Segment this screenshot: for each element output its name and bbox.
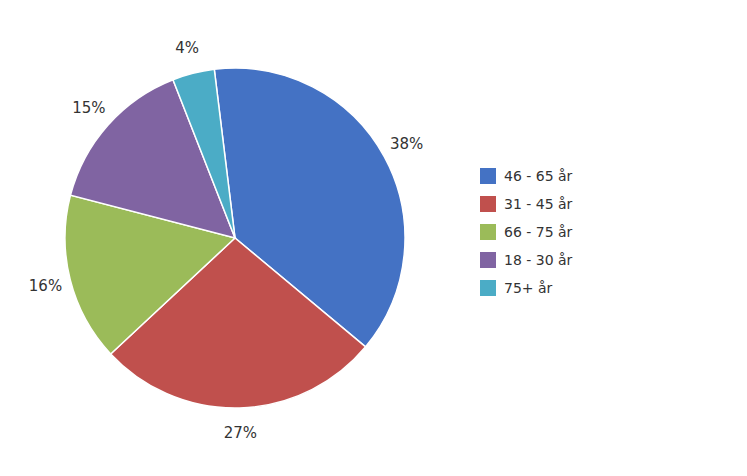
chart: 38% 27% 16% 15% 4% 46 - 65 år 31 - 45 år 66 - 7… (0, 0, 747, 476)
legend-swatch (480, 196, 496, 212)
legend-label: 66 - 75 år (504, 224, 573, 240)
data-label: 27% (224, 424, 257, 442)
legend-item: 31 - 45 år (480, 196, 573, 212)
legend-label: 46 - 65 år (504, 168, 573, 184)
data-labels: 38% 27% 16% 15% 4% (29, 39, 424, 442)
data-label: 16% (29, 277, 62, 295)
legend-item: 46 - 65 år (480, 168, 573, 184)
legend-item: 66 - 75 år (480, 224, 573, 240)
legend-label: 31 - 45 år (504, 196, 573, 212)
legend-item: 18 - 30 år (480, 252, 573, 268)
legend: 46 - 65 år 31 - 45 år 66 - 75 år 18 - 30 år… (480, 168, 573, 296)
data-label: 4% (175, 39, 199, 57)
legend-item: 75+ år (480, 280, 553, 296)
legend-swatch (480, 252, 496, 268)
legend-swatch (480, 280, 496, 296)
data-label: 15% (72, 99, 105, 117)
data-label: 38% (390, 135, 423, 153)
legend-swatch (480, 224, 496, 240)
chart-container: 38% 27% 16% 15% 4% 46 - 65 år 31 - 45 år 66 - 7… (0, 0, 747, 476)
pie (65, 68, 405, 408)
pie-slice (173, 69, 235, 238)
legend-swatch (480, 168, 496, 184)
legend-label: 75+ år (504, 280, 553, 296)
legend-label: 18 - 30 år (504, 252, 573, 268)
